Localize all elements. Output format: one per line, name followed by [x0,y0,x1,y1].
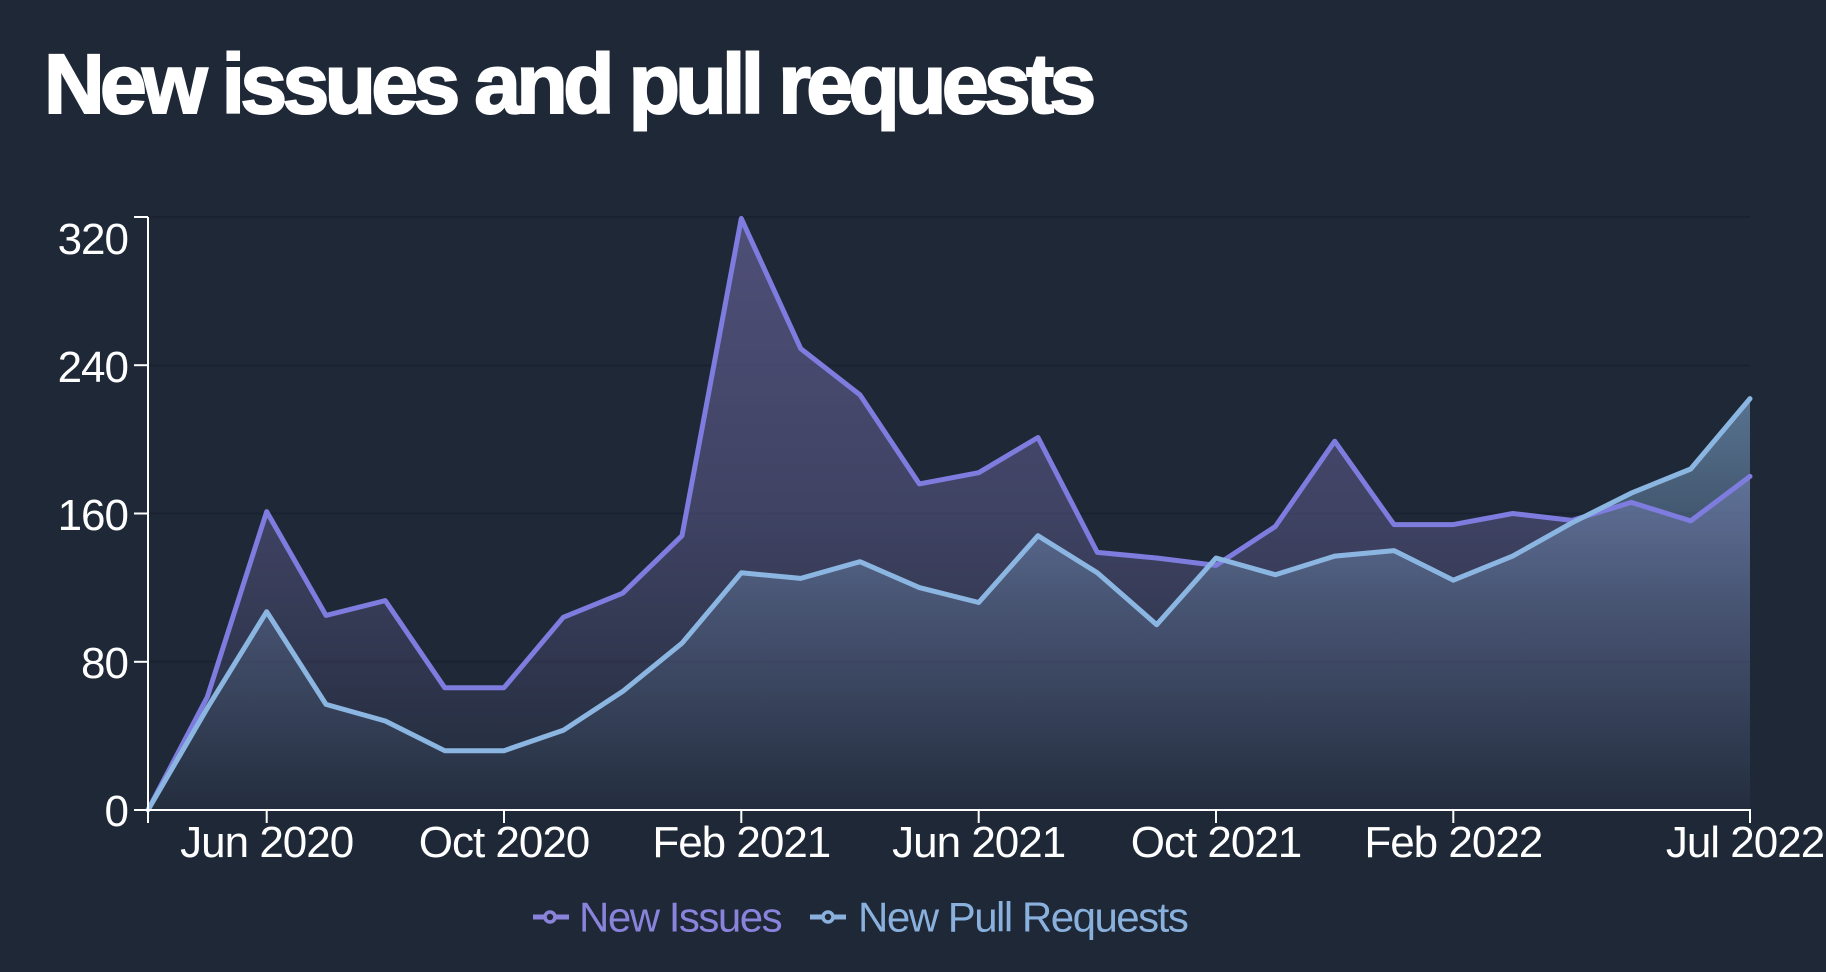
svg-text:0: 0 [105,787,128,836]
svg-text:Feb 2022: Feb 2022 [1364,818,1542,867]
svg-text:240: 240 [58,343,128,392]
svg-text:320: 320 [58,215,128,264]
svg-text:New Issues: New Issues [579,894,782,941]
svg-text:Jun 2021: Jun 2021 [892,818,1065,867]
svg-text:Jun 2020: Jun 2020 [180,818,353,867]
svg-text:Oct 2020: Oct 2020 [419,818,590,867]
svg-text:Jul 2022: Jul 2022 [1666,818,1824,867]
svg-text:Feb 2021: Feb 2021 [652,818,830,867]
svg-text:New Pull Requests: New Pull Requests [858,894,1188,941]
svg-text:Oct 2021: Oct 2021 [1131,818,1302,867]
svg-text:80: 80 [81,639,128,688]
svg-text:160: 160 [58,491,128,540]
